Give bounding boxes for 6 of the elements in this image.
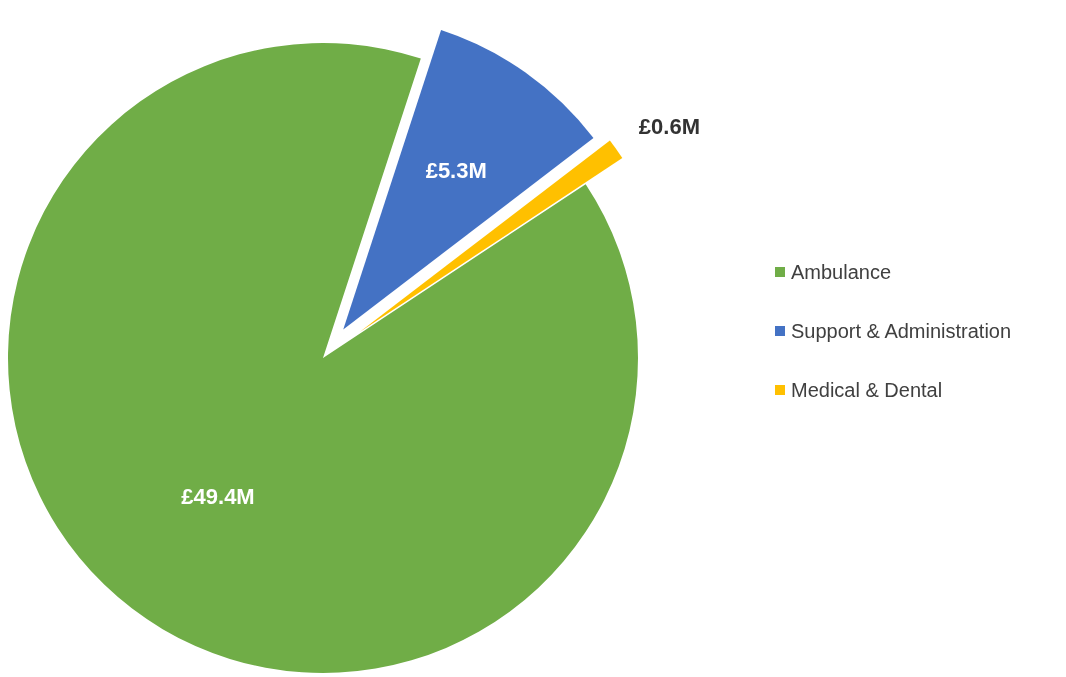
legend-label: Ambulance [791, 261, 892, 283]
data-label: £0.6M [638, 113, 700, 139]
legend-label: Support & Administration [791, 320, 1012, 342]
data-label: £5.3M [425, 157, 487, 183]
legend-label: Medical & Dental [791, 379, 943, 401]
data-label: £49.4M [181, 483, 255, 509]
